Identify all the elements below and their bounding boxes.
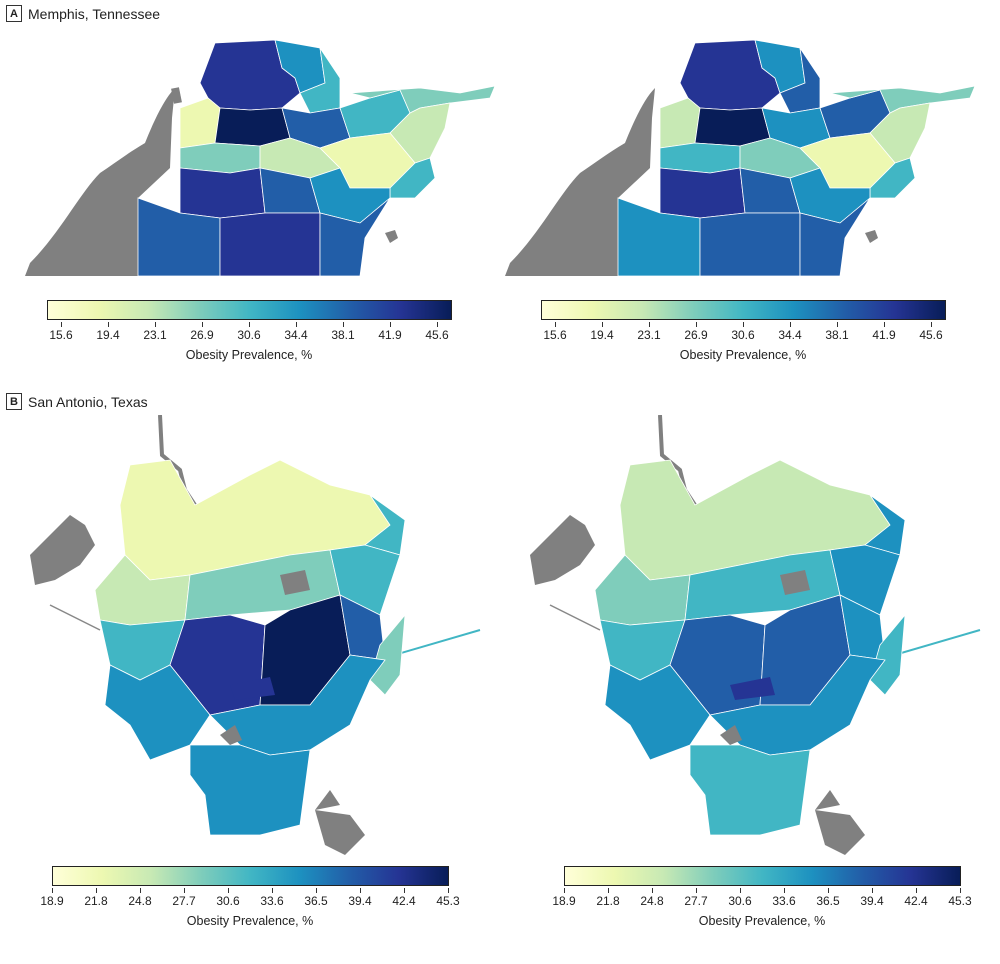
tick-label: 39.4 xyxy=(860,894,884,908)
panel-b-title: San Antonio, Texas xyxy=(28,393,148,410)
color-scale-bar xyxy=(564,866,961,886)
tick-label: 42.4 xyxy=(904,894,928,908)
tick-label: 23.1 xyxy=(143,328,167,342)
tick-label: 39.4 xyxy=(348,894,372,908)
tick-label: 42.4 xyxy=(392,894,416,908)
tick-label: 45.6 xyxy=(425,328,449,342)
tick-label: 33.6 xyxy=(260,894,284,908)
panel-a-label: A Memphis, Tennessee xyxy=(6,5,160,22)
tick-label: 45.6 xyxy=(919,328,943,342)
tick-label: 33.6 xyxy=(772,894,796,908)
san-antonio-legend-left: 18.9 21.8 24.8 27.7 30.6 33.6 36.5 39.4 … xyxy=(40,866,460,941)
san-antonio-legend-right: 18.9 21.8 24.8 27.7 30.6 33.6 36.5 39.4 … xyxy=(552,866,972,941)
color-scale-bar xyxy=(52,866,449,886)
tick-label: 30.6 xyxy=(728,894,752,908)
tick-label: 27.7 xyxy=(172,894,196,908)
tick-label: 30.6 xyxy=(216,894,240,908)
tick-label: 26.9 xyxy=(684,328,708,342)
panel-a-letter: A xyxy=(6,5,22,22)
tick-label: 15.6 xyxy=(49,328,73,342)
tick-label: 36.5 xyxy=(816,894,840,908)
tick-label: 34.4 xyxy=(778,328,802,342)
color-scale-bar xyxy=(47,300,452,320)
legend-title: Obesity Prevalence, % xyxy=(698,914,826,928)
tick-label: 15.6 xyxy=(543,328,567,342)
memphis-legend-right: 15.6 19.4 23.1 26.9 30.6 34.4 38.1 41.9 … xyxy=(541,300,946,370)
memphis-map-right xyxy=(505,39,976,277)
panel-a-title: Memphis, Tennessee xyxy=(28,5,161,22)
tick-label: 38.1 xyxy=(825,328,849,342)
tick-label: 19.4 xyxy=(590,328,614,342)
tick-label: 26.9 xyxy=(190,328,214,342)
tick-label: 19.4 xyxy=(96,328,120,342)
legend-title: Obesity Prevalence, % xyxy=(679,348,807,362)
tick-label: 36.5 xyxy=(304,894,328,908)
tick-label: 41.9 xyxy=(378,328,402,342)
tick-label: 23.1 xyxy=(637,328,661,342)
tick-label: 30.6 xyxy=(237,328,261,342)
memphis-legend-left: 15.6 19.4 23.1 26.9 30.6 34.4 38.1 41.9 … xyxy=(47,300,452,370)
tick-label: 18.9 xyxy=(552,894,576,908)
san-antonio-map-right xyxy=(530,415,981,855)
tick-label: 38.1 xyxy=(331,328,355,342)
tick-label: 21.8 xyxy=(84,894,108,908)
tick-label: 45.3 xyxy=(948,894,972,908)
panel-b-letter: B xyxy=(6,393,22,410)
tick-label: 18.9 xyxy=(40,894,64,908)
san-antonio-map-left xyxy=(30,415,481,855)
tick-label: 41.9 xyxy=(872,328,896,342)
panel-b-label: B San Antonio, Texas xyxy=(6,393,148,410)
legend-title: Obesity Prevalence, % xyxy=(186,914,314,928)
tick-label: 45.3 xyxy=(436,894,460,908)
tick-label: 24.8 xyxy=(640,894,664,908)
tick-label: 30.6 xyxy=(731,328,755,342)
tick-label: 27.7 xyxy=(684,894,708,908)
tick-label: 24.8 xyxy=(128,894,152,908)
color-scale-bar xyxy=(541,300,946,320)
tick-label: 21.8 xyxy=(596,894,620,908)
legend-title: Obesity Prevalence, % xyxy=(185,348,313,362)
tick-label: 34.4 xyxy=(284,328,308,342)
memphis-map-left xyxy=(25,39,496,277)
